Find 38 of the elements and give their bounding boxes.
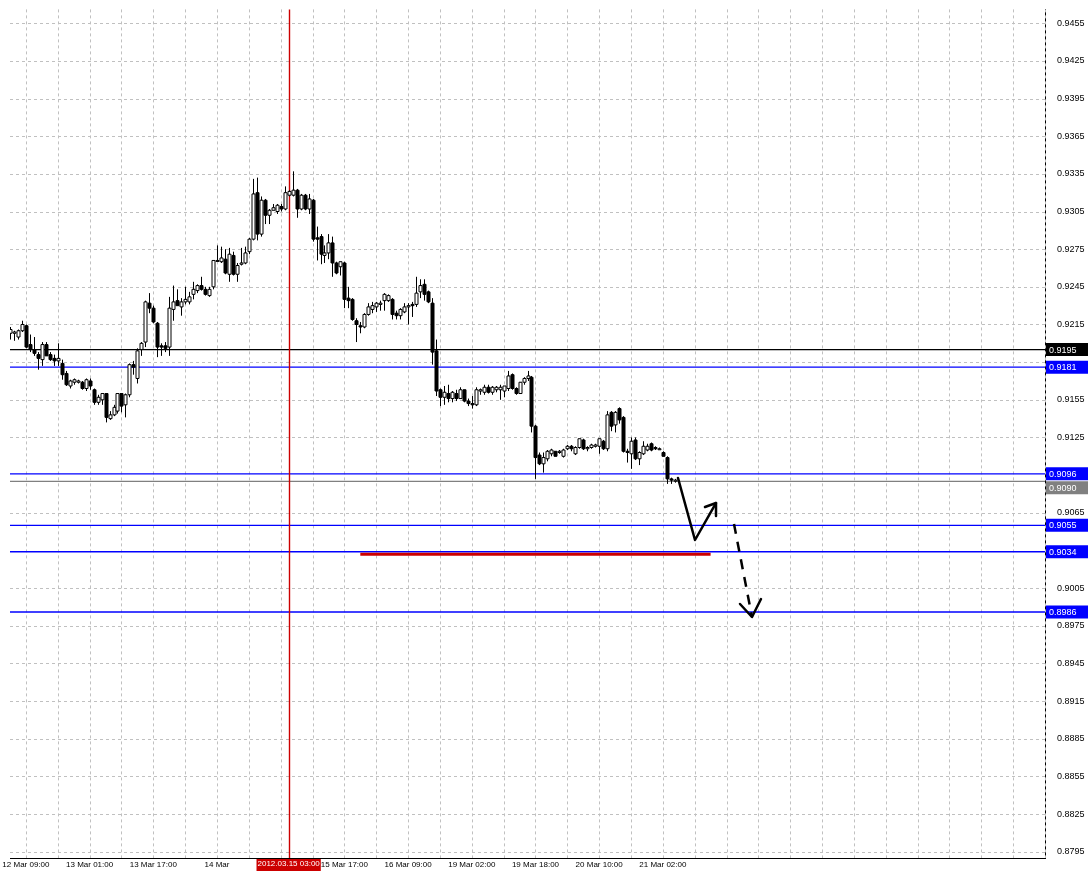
y-tick-label: 0.9215 [1057,318,1085,329]
y-tick-label: 0.9395 [1057,93,1085,104]
x-tick-label: 12 Mar 09:00 [2,860,51,869]
ref-line-label: 0.9055 [1049,520,1077,531]
ref-line-label: 0.9096 [1049,468,1077,479]
y-tick-label: 0.8945 [1057,657,1085,668]
x-tick-label: 20 Mar 10:00 [575,860,624,869]
x-tick-label: 13 Mar 01:00 [66,860,114,869]
x-tick-label: 14 Mar [204,860,230,869]
y-tick-label: 0.9305 [1057,205,1085,216]
y-tick-label: 0.8795 [1057,846,1085,857]
y-tick-label: 0.8825 [1057,808,1085,819]
ref-line-label: 0.9090 [1049,482,1077,493]
y-tick-label: 0.9425 [1057,55,1085,66]
ref-line-label: 0.8986 [1049,606,1077,617]
y-tick-label: 0.9455 [1057,17,1085,28]
y-tick-label: 0.8885 [1057,733,1085,744]
y-tick-label: 0.8855 [1057,770,1085,781]
x-tick-label: 16 Mar 09:00 [384,860,433,869]
y-tick-label: 0.8975 [1057,620,1085,631]
ref-line-label: 0.9195 [1049,344,1077,355]
x-tick-label: 13 Mar 17:00 [129,860,178,869]
y-tick-label: 0.9275 [1057,243,1085,254]
x-tick-label: 19 Mar 02:00 [448,860,496,869]
ref-line-label: 0.9181 [1049,362,1077,373]
x-tick-label: 15 Mar 17:00 [320,860,369,869]
y-tick-label: 0.9365 [1057,130,1085,141]
x-tick-label: 2012.03.15 03:00 [257,859,321,869]
y-tick-label: 0.9005 [1057,582,1085,593]
ref-line-label: 0.9034 [1049,546,1077,557]
y-tick-label: 0.8915 [1057,695,1085,706]
x-tick-label: 21 Mar 02:00 [639,860,687,869]
y-tick-label: 0.9335 [1057,168,1085,179]
y-tick-label: 0.9065 [1057,507,1085,518]
x-tick-label: 19 Mar 18:00 [511,860,560,869]
y-tick-label: 0.9155 [1057,394,1085,405]
y-tick-label: 0.9125 [1057,431,1085,442]
y-tick-label: 0.9245 [1057,281,1085,292]
